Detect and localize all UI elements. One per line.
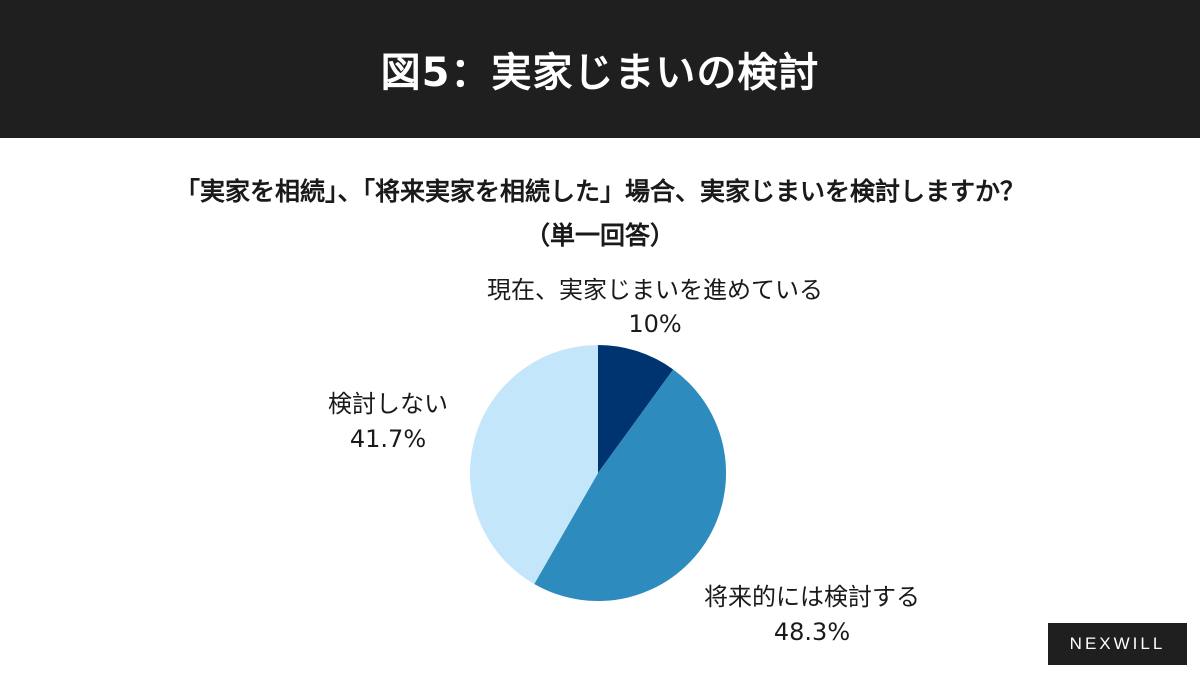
pie-slices — [469, 344, 727, 602]
slice-value-0: 10% — [628, 310, 681, 338]
pie-slice-2 — [469, 344, 598, 584]
header-bar: 図5：実家じまいの検討 — [0, 0, 1200, 138]
question-line-2: （単一回答） — [524, 221, 675, 250]
slice-value-2: 41.7% — [350, 425, 426, 453]
pie-slice-0 — [598, 345, 674, 473]
question-text: 「実家を相続」、「将来実家を相続した」場合、実家じまいを検討しますか？ （単一回… — [0, 170, 1200, 258]
nexwill-logo: NEXWILL — [1048, 623, 1187, 665]
page-title: 図5：実家じまいの検討 — [380, 50, 820, 96]
slice-value-1: 48.3% — [774, 618, 850, 646]
slice-label-0: 現在、実家じまいを進めている — [487, 276, 823, 304]
slice-label-1: 将来的には検討する — [704, 583, 920, 611]
slice-label-2: 検討しない — [328, 390, 448, 418]
question-line-1: 「実家を相続」、「将来実家を相続した」場合、実家じまいを検討しますか？ — [174, 177, 1025, 206]
pie-slice-1 — [534, 369, 727, 602]
